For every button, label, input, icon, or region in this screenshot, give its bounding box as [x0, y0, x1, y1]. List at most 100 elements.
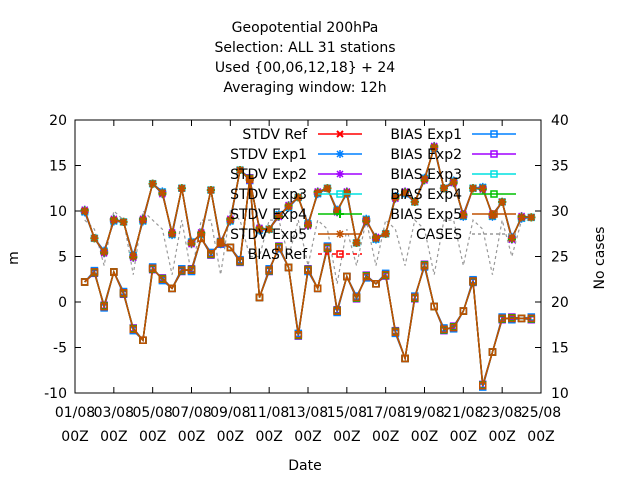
y2-axis-label: No cases: [592, 227, 608, 290]
bias-exp5-point: [469, 277, 477, 285]
stdv-exp5-point: [507, 234, 516, 243]
x-tick-label-time: 00Z: [527, 429, 554, 445]
bias-exp5-point: [139, 336, 147, 344]
stdv-exp5-point: [119, 217, 128, 226]
bias-exp5-point: [401, 354, 409, 363]
bias-exp5-point: [488, 348, 497, 356]
x-tick-label: 11/08: [249, 405, 289, 421]
stdv-exp5-point: [449, 177, 458, 186]
bias-exp5-point: [178, 266, 186, 274]
x-tick-label-time: 00Z: [450, 429, 477, 445]
x-tick-label: 13/08: [288, 405, 328, 421]
stdv-exp5-point: [478, 184, 487, 193]
x-tick-label: 09/08: [210, 405, 250, 421]
y-axis-label: m: [6, 251, 22, 265]
stdv-exp5-point: [469, 184, 478, 193]
stdv-exp5-point: [323, 184, 332, 193]
bias-exp5-point: [430, 302, 438, 311]
bias-exp5-point: [197, 234, 205, 243]
bias-exp5-point: [352, 293, 361, 302]
y-tick-label: 10: [49, 204, 67, 220]
stdv-exp5-point: [488, 211, 497, 220]
bias-exp5-point: [148, 264, 157, 273]
legend-label: BIAS Exp3: [390, 167, 462, 183]
stdv-exp5-point: [313, 188, 322, 197]
legend-label: STDV Exp5: [230, 227, 307, 243]
y-tick-label: 20: [49, 113, 67, 129]
bias-exp5-point: [158, 275, 167, 283]
series-layer: [80, 141, 536, 391]
y-tick-label: 0: [58, 295, 67, 311]
x-tick-label-time: 00Z: [255, 429, 282, 445]
stdv-exp5-point: [80, 207, 89, 215]
stdv-exp5-point: [236, 166, 245, 175]
bias-exp5-point: [246, 175, 254, 183]
x-tick-label-time: 00Z: [488, 429, 515, 445]
stdv-exp5-point: [381, 229, 390, 238]
stdv-exp5-point: [304, 220, 312, 229]
bias-exp5-point: [90, 268, 99, 276]
stdv-exp5-point: [391, 193, 400, 202]
x-tick-label: 01/08: [55, 405, 95, 421]
legend-label: CASES: [416, 227, 462, 243]
x-tick-label-time: 00Z: [100, 429, 127, 445]
bias-exp5-point: [226, 243, 235, 252]
bias-exp5-point: [420, 261, 429, 270]
x-tick-label-time: 00Z: [178, 429, 205, 445]
x-tick-label: 15/08: [327, 405, 367, 421]
legend-label: BIAS Exp4: [390, 187, 462, 203]
legend-label: STDV Exp4: [230, 207, 307, 223]
title-line: Selection: ALL 31 stations: [214, 40, 395, 56]
stdv-exp5-point: [371, 234, 380, 243]
stdv-exp5-point: [342, 188, 351, 197]
legend: STDV Ref STDV Exp1 STDV Exp2 STDV Exp3 STDV …: [230, 127, 516, 263]
stdv-exp5-point: [177, 184, 186, 193]
stdv-exp5-point: [498, 197, 507, 206]
bias-exp5-point: [517, 314, 526, 323]
bias-exp5-point: [333, 307, 341, 315]
chart-title: Geopotential 200hPa Selection: ALL 31 sta…: [214, 20, 395, 96]
stdv-exp5-point: [129, 252, 138, 261]
series-stdv-exp1: [84, 145, 532, 258]
bias-exp5-point: [362, 272, 370, 281]
stdv-exp5-point: [206, 186, 215, 195]
title-line: Geopotential 200hPa: [232, 20, 379, 36]
legend-marker: [336, 230, 344, 238]
legend-marker: [336, 170, 344, 178]
y2-tick-label: 15: [551, 341, 569, 357]
stdv-exp5-point: [109, 216, 118, 225]
stdv-exp5-point: [90, 234, 99, 243]
bias-exp5-point: [391, 328, 400, 336]
y2-tick-label: 10: [551, 386, 569, 402]
bias-exp5-point: [372, 280, 380, 288]
y2-tick-label: 40: [551, 113, 569, 129]
legend-marker: [490, 210, 498, 218]
stdv-exp5-point: [459, 211, 468, 220]
x-tick-label: 21/08: [443, 405, 483, 421]
x-tick-label-time: 00Z: [294, 429, 321, 445]
legend-label: BIAS Exp2: [390, 147, 462, 163]
legend-marker: [490, 190, 498, 198]
stdv-exp5-point: [410, 197, 419, 206]
legend-label: BIAS Ref: [248, 247, 308, 263]
bias-exp5-point: [411, 293, 419, 302]
x-tick-label: 19/08: [404, 405, 444, 421]
stdv-exp5-point: [255, 225, 264, 234]
stdv-exp5-point: [517, 213, 526, 222]
bias-exp5-point: [129, 325, 137, 334]
bias-exp5-point: [449, 323, 458, 332]
stdv-exp5-point: [148, 179, 157, 188]
x-tick-label: 17/08: [365, 405, 405, 421]
legend-label: STDV Exp2: [230, 167, 307, 183]
x-tick-label: 25/08: [521, 405, 561, 421]
x-tick-label-time: 00Z: [411, 429, 438, 445]
bias-exp5-point: [80, 278, 89, 286]
legend-marker: [490, 150, 498, 158]
series-stdv-exp5: [84, 144, 532, 260]
bias-exp5-point: [110, 268, 118, 276]
bias-exp5-point: [313, 284, 322, 293]
x-axis-label: Date: [288, 458, 321, 474]
bias-exp5-point: [440, 325, 448, 334]
y2-axis: 10 15 20 25 30 35 40: [535, 113, 569, 402]
